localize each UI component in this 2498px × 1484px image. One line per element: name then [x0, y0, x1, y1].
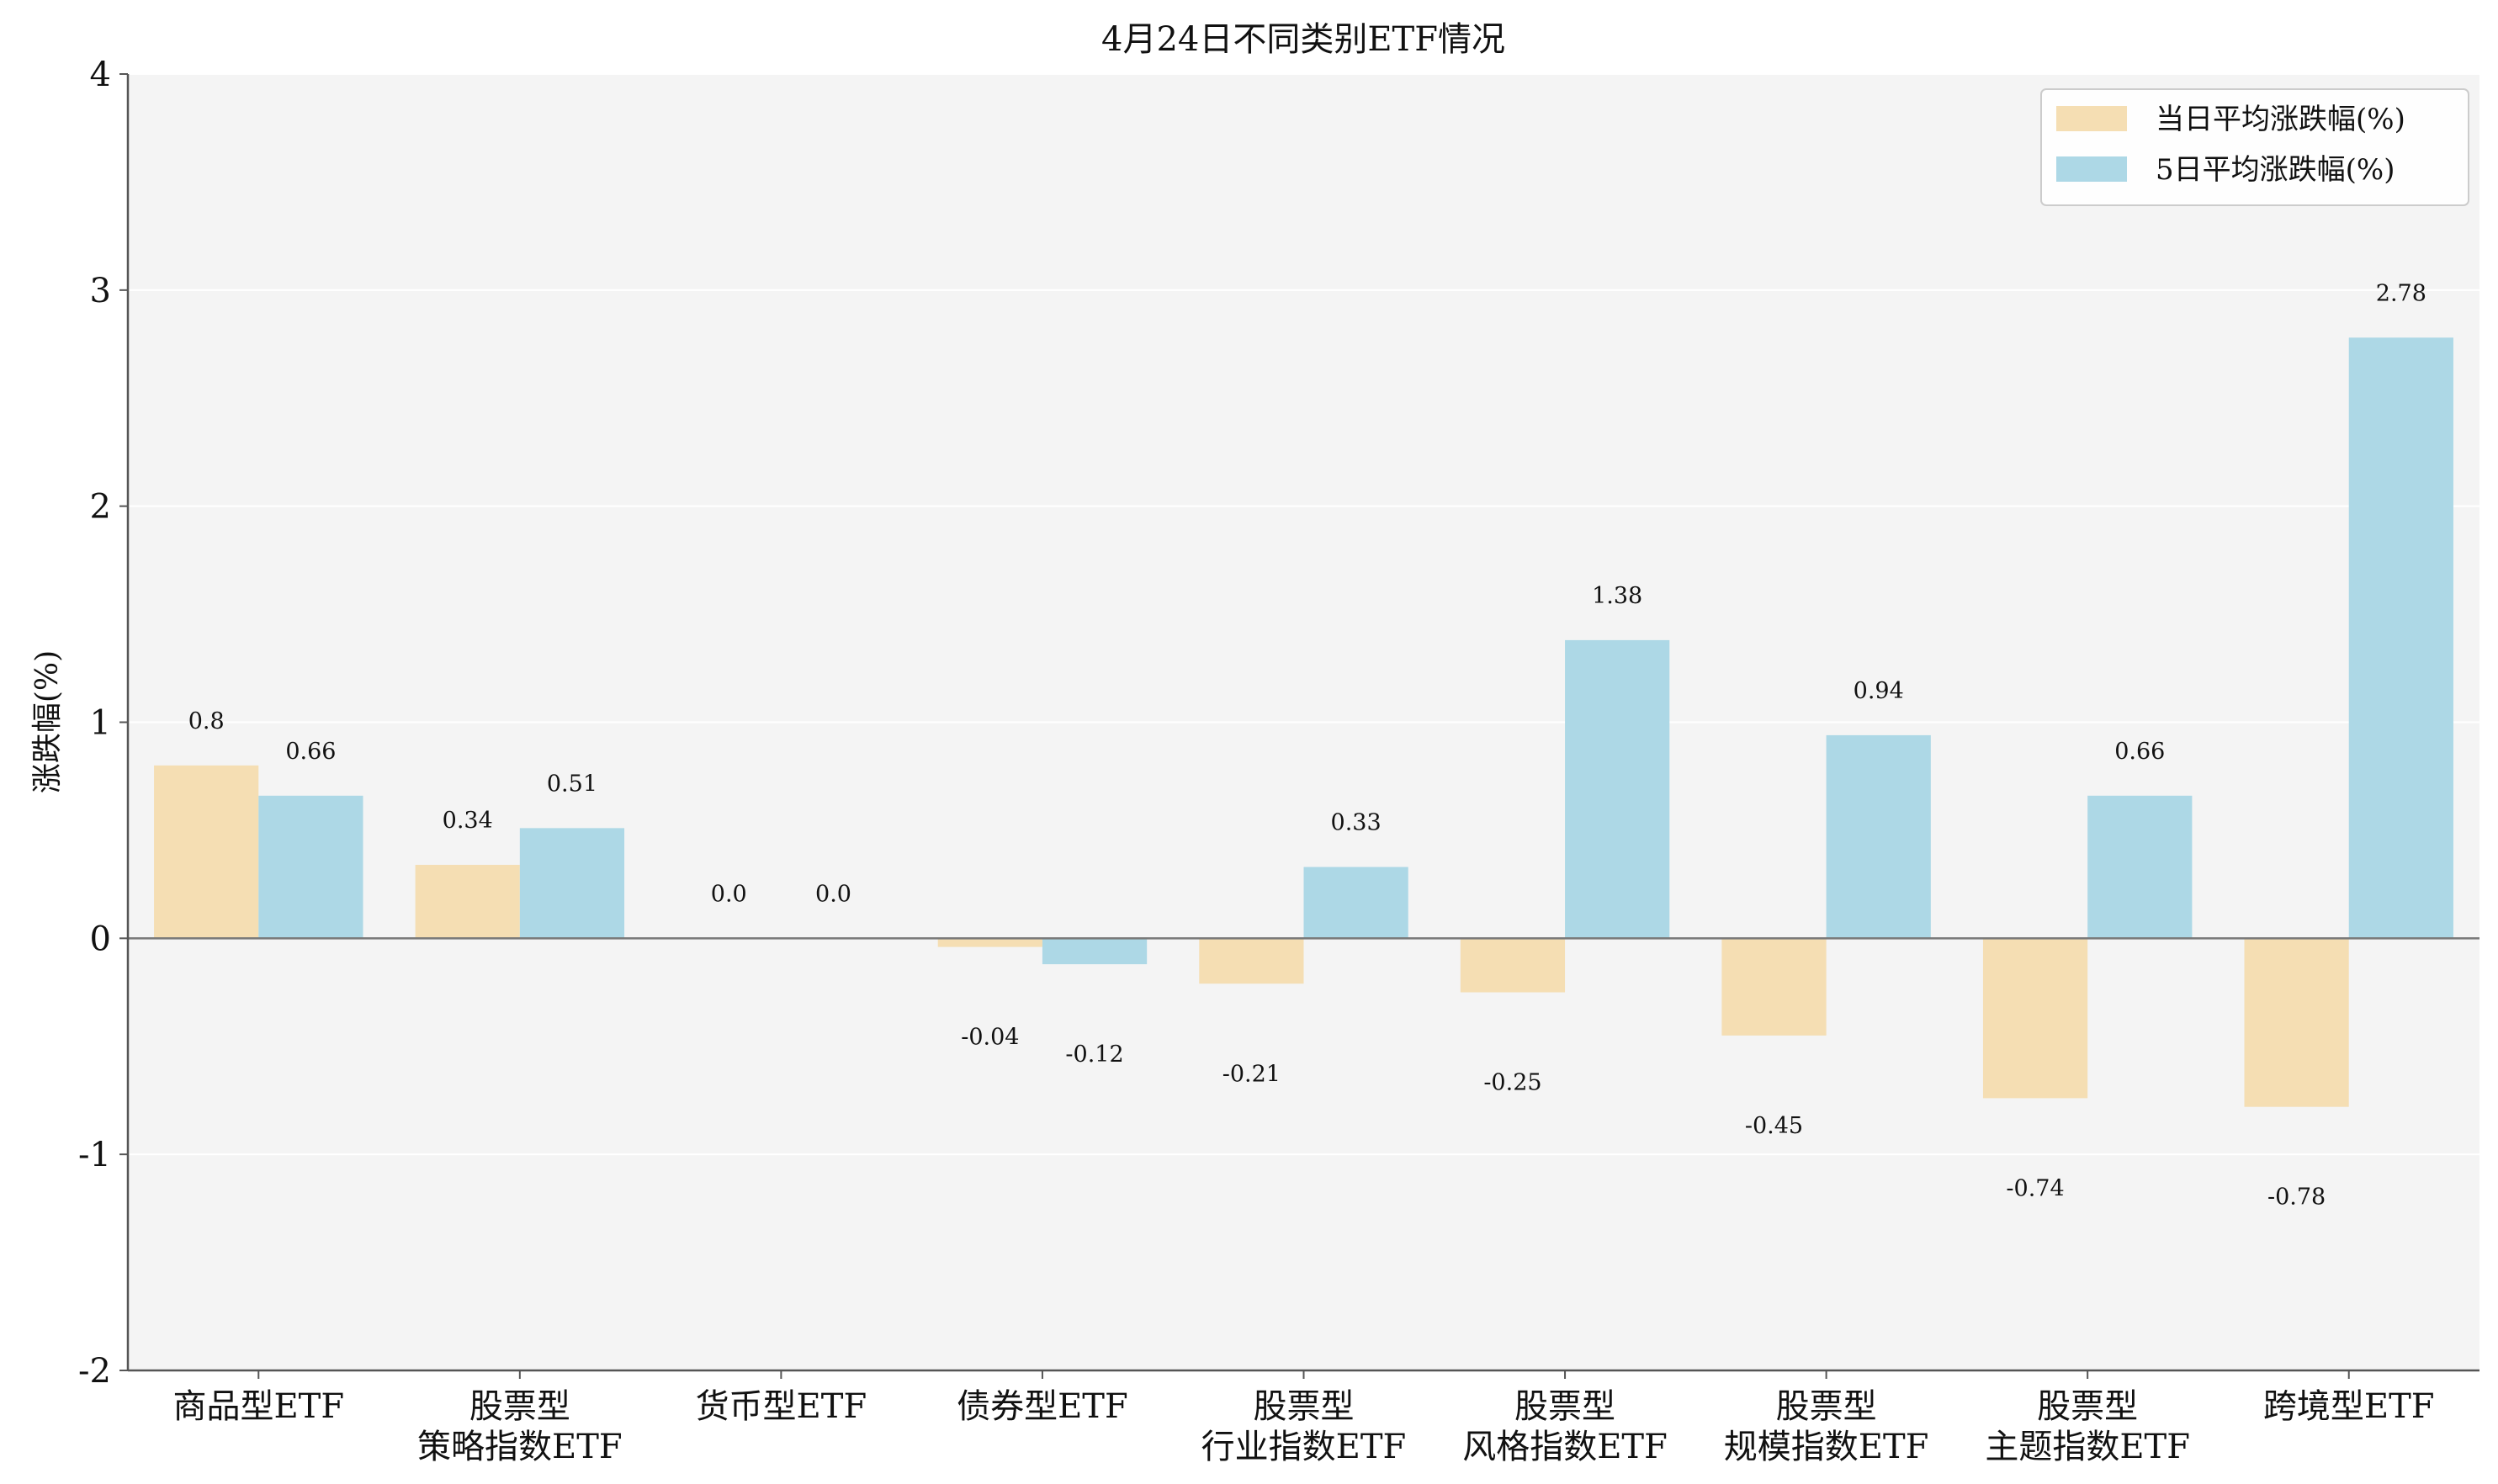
data-label: 0.94 — [1854, 678, 1904, 704]
data-label: -0.78 — [2267, 1185, 2326, 1211]
data-label: 0.0 — [711, 881, 747, 907]
y-tick-label: 0 — [90, 920, 111, 958]
legend-label-series-2: 5日平均涨跌幅(%) — [2156, 153, 2395, 187]
y-tick-label: 4 — [90, 56, 111, 94]
x-tick-label: 股票型 — [2037, 1387, 2138, 1426]
x-tick-label: 股票型 — [1254, 1387, 1355, 1426]
bar — [2244, 938, 2349, 1107]
data-labels: 0.8 0.66 0.34 0.51 0.0 0.0 -0.04 -0.12 -0.21 0.33… — [188, 280, 2426, 1210]
data-label: 0.66 — [2114, 739, 2165, 765]
bar — [258, 795, 363, 939]
y-axis-label: 涨跌幅(%) — [30, 650, 65, 793]
data-label: -0.45 — [1745, 1113, 1803, 1139]
legend-swatch-series-2 — [2056, 156, 2127, 182]
data-label: -0.12 — [1065, 1041, 1123, 1068]
y-tick-label: 1 — [90, 704, 111, 743]
data-label: 2.78 — [2376, 280, 2426, 306]
bar — [415, 865, 520, 939]
bar — [1826, 734, 1931, 939]
x-tick-label: 商品型ETF — [172, 1387, 344, 1426]
data-label: -0.25 — [1483, 1070, 1541, 1096]
x-tick-label: 货币型ETF — [696, 1387, 867, 1426]
data-label: -0.74 — [2006, 1175, 2064, 1201]
x-tick-label: 策略指数ETF — [417, 1428, 623, 1466]
data-label: 1.38 — [1592, 583, 1642, 609]
y-tick-label: 2 — [90, 488, 111, 527]
bars — [154, 337, 2453, 1107]
x-tick-label: 跨境型ETF — [2263, 1387, 2435, 1426]
bar — [1721, 938, 1827, 1036]
bar — [2348, 337, 2453, 939]
bar — [1042, 938, 1148, 965]
bar — [1565, 639, 1670, 939]
legend-swatch-series-1 — [2056, 106, 2127, 131]
data-label: -0.04 — [961, 1025, 1019, 1051]
legend: 当日平均涨跌幅(%) 5日平均涨跌幅(%) — [2040, 88, 2469, 206]
x-tick-label: 股票型 — [1514, 1387, 1615, 1426]
bar — [2087, 795, 2193, 939]
x-tick-label: 行业指数ETF — [1201, 1428, 1407, 1466]
data-label: 0.34 — [443, 808, 493, 834]
bar — [154, 765, 259, 939]
y-tick-label: -1 — [78, 1136, 111, 1174]
data-label: 0.51 — [547, 771, 597, 797]
x-tick-label: 规模指数ETF — [1724, 1428, 1929, 1466]
data-label: -0.21 — [1222, 1061, 1281, 1087]
data-label: 0.33 — [1331, 810, 1382, 836]
x-tick-label: 债券型ETF — [957, 1387, 1128, 1426]
legend-frame — [2040, 88, 2469, 206]
chart-title: 4月24日不同类别ETF情况 — [1101, 20, 1505, 59]
bar — [1460, 938, 1566, 993]
y-ticks: 4 3 2 1 0 -1 -2 — [78, 56, 2350, 1391]
data-label: 0.8 — [188, 708, 225, 734]
bar — [1303, 867, 1408, 939]
x-tick-label: 股票型 — [1776, 1387, 1877, 1426]
bar — [1982, 938, 2088, 1099]
bar — [937, 938, 1042, 947]
x-tick-label: 风格指数ETF — [1462, 1428, 1668, 1466]
x-tick-label: 主题指数ETF — [1985, 1428, 2190, 1466]
y-tick-label: -2 — [78, 1352, 111, 1391]
bar — [519, 828, 625, 939]
x-tick-label: 股票型 — [469, 1387, 570, 1426]
data-label: 0.66 — [285, 739, 336, 765]
y-tick-label: 3 — [90, 272, 111, 310]
legend-label-series-1: 当日平均涨跌幅(%) — [2156, 103, 2405, 136]
data-label: 0.0 — [815, 881, 851, 907]
bar — [1199, 938, 1304, 984]
